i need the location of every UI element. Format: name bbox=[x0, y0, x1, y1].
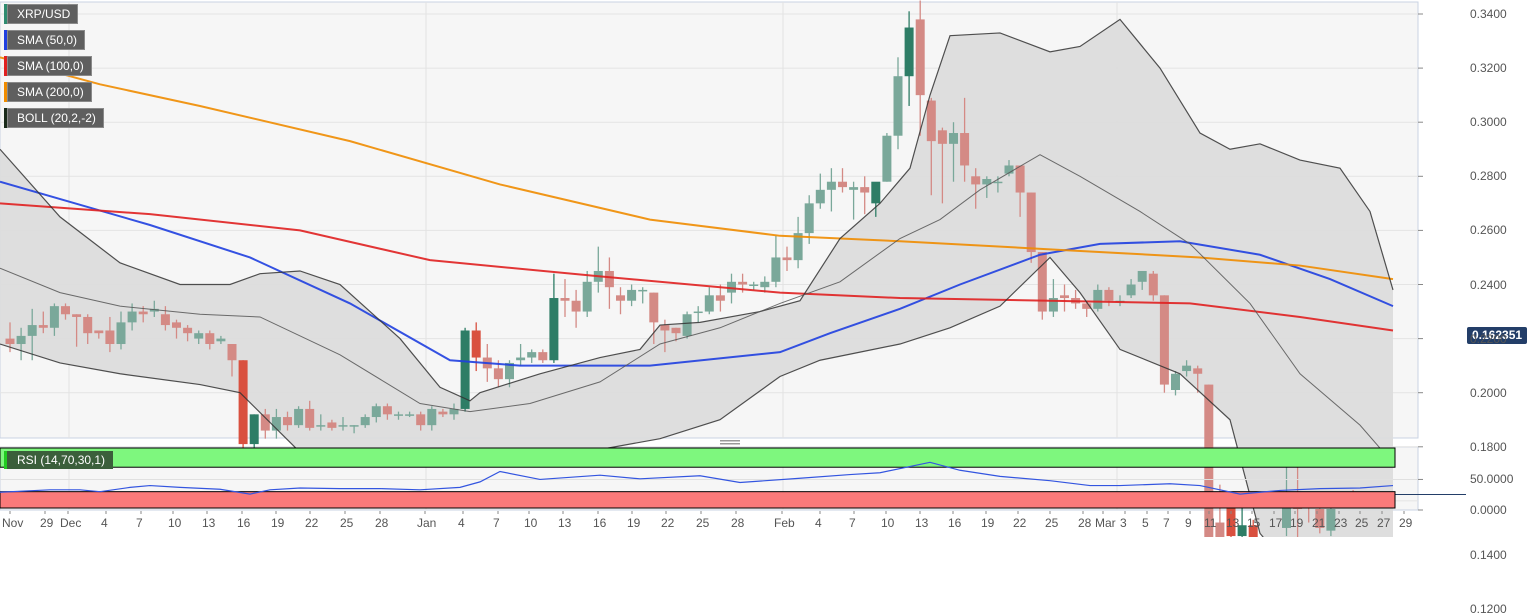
axes bbox=[9, 13, 1423, 514]
date-axis-label: 16 bbox=[948, 516, 962, 530]
date-axis-label: 28 bbox=[375, 516, 389, 530]
rsi-axis-label: 50.0000 bbox=[1470, 472, 1514, 487]
date-axis-label: 10 bbox=[881, 516, 895, 530]
rsi-pane bbox=[0, 447, 1418, 509]
price-axis-label: 0.2400 bbox=[1470, 277, 1507, 292]
date-axis-label: 19 bbox=[981, 516, 995, 530]
date-axis-label: 7 bbox=[1163, 516, 1170, 530]
price-chart[interactable] bbox=[0, 0, 1536, 537]
date-axis-label: Nov bbox=[2, 516, 24, 530]
last-price-tag: 0.162351 bbox=[1467, 327, 1528, 344]
legend-sma200[interactable]: SMA (200,0) bbox=[4, 82, 92, 102]
date-axis-label: 25 bbox=[340, 516, 354, 530]
date-axis-label: 22 bbox=[1013, 516, 1027, 530]
legend-rsi[interactable]: RSI (14,70,30,1) bbox=[4, 451, 114, 469]
date-axis-label: 19 bbox=[627, 516, 641, 530]
date-axis-label: 22 bbox=[305, 516, 319, 530]
price-axis-label: 0.3200 bbox=[1470, 61, 1507, 76]
price-axis-label: 0.2600 bbox=[1470, 223, 1507, 238]
legend-bollinger[interactable]: BOLL (20,2,-2) bbox=[4, 108, 104, 128]
date-axis-label: 28 bbox=[731, 516, 745, 530]
date-axis-label: 4 bbox=[815, 516, 822, 530]
date-axis-label: 22 bbox=[661, 516, 675, 530]
date-axis-label: 7 bbox=[493, 516, 500, 530]
date-axis-label: 16 bbox=[593, 516, 607, 530]
date-axis-label: 27 bbox=[1377, 516, 1391, 530]
date-axis-label: 4 bbox=[101, 516, 108, 530]
date-axis-label: Jan bbox=[417, 516, 437, 530]
date-axis-label: 23 bbox=[1334, 516, 1348, 530]
price-axis-label: 0.2200 bbox=[1470, 331, 1507, 346]
date-axis-label: 21 bbox=[1312, 516, 1326, 530]
date-axis-label: 25 bbox=[696, 516, 710, 530]
date-axis-label: 7 bbox=[136, 516, 143, 530]
date-axis-label: Mar bbox=[1095, 516, 1116, 530]
date-axis-label: 10 bbox=[524, 516, 538, 530]
date-axis-label: Dec bbox=[60, 516, 82, 530]
indicator-lines bbox=[0, 18, 1466, 537]
date-axis-label: 9 bbox=[1185, 516, 1192, 530]
price-axis-label: 0.1200 bbox=[1470, 602, 1507, 616]
date-axis-label: Feb bbox=[774, 516, 795, 530]
date-axis-label: 10 bbox=[168, 516, 182, 530]
date-axis-label: 25 bbox=[1045, 516, 1059, 530]
date-axis-label: 29 bbox=[40, 516, 54, 530]
date-axis-label: 29 bbox=[1399, 516, 1413, 530]
price-axis-label: 0.2000 bbox=[1470, 385, 1507, 400]
date-axis-label: 15 bbox=[1247, 516, 1261, 530]
date-axis-label: 13 bbox=[558, 516, 572, 530]
date-axis-label: 13 bbox=[202, 516, 216, 530]
date-axis-label: 13 bbox=[915, 516, 929, 530]
date-axis-label: 13 bbox=[1226, 516, 1240, 530]
candlesticks bbox=[5, 0, 1358, 537]
price-axis-label: 0.3400 bbox=[1470, 7, 1507, 21]
price-axis-label: 0.3000 bbox=[1470, 115, 1507, 130]
date-axis-label: 4 bbox=[458, 516, 465, 530]
price-axis-label: 0.1400 bbox=[1470, 548, 1507, 562]
date-axis-label: 19 bbox=[271, 516, 285, 530]
date-axis-label: 17 bbox=[1269, 516, 1283, 530]
date-axis-label: 11 bbox=[1204, 516, 1217, 530]
rsi-axis-label: 0.0000 bbox=[1470, 503, 1507, 517]
date-axis-label: 5 bbox=[1142, 516, 1149, 530]
date-axis-label: 28 bbox=[1078, 516, 1092, 530]
date-axis-label: 16 bbox=[237, 516, 251, 530]
legend-sma50[interactable]: SMA (50,0) bbox=[4, 30, 86, 50]
date-axis-label: 25 bbox=[1355, 516, 1369, 530]
legend-xrpusd[interactable]: XRP/USD bbox=[4, 4, 79, 24]
price-axis-label: 0.1800 bbox=[1470, 439, 1507, 454]
date-axis-label: 19 bbox=[1290, 516, 1304, 530]
legend-sma100[interactable]: SMA (100,0) bbox=[4, 56, 92, 76]
date-axis-label: 7 bbox=[849, 516, 856, 530]
bollinger-band-fill bbox=[0, 19, 1393, 537]
price-axis-label: 0.2800 bbox=[1470, 169, 1507, 184]
date-axis-label: 3 bbox=[1120, 516, 1127, 530]
